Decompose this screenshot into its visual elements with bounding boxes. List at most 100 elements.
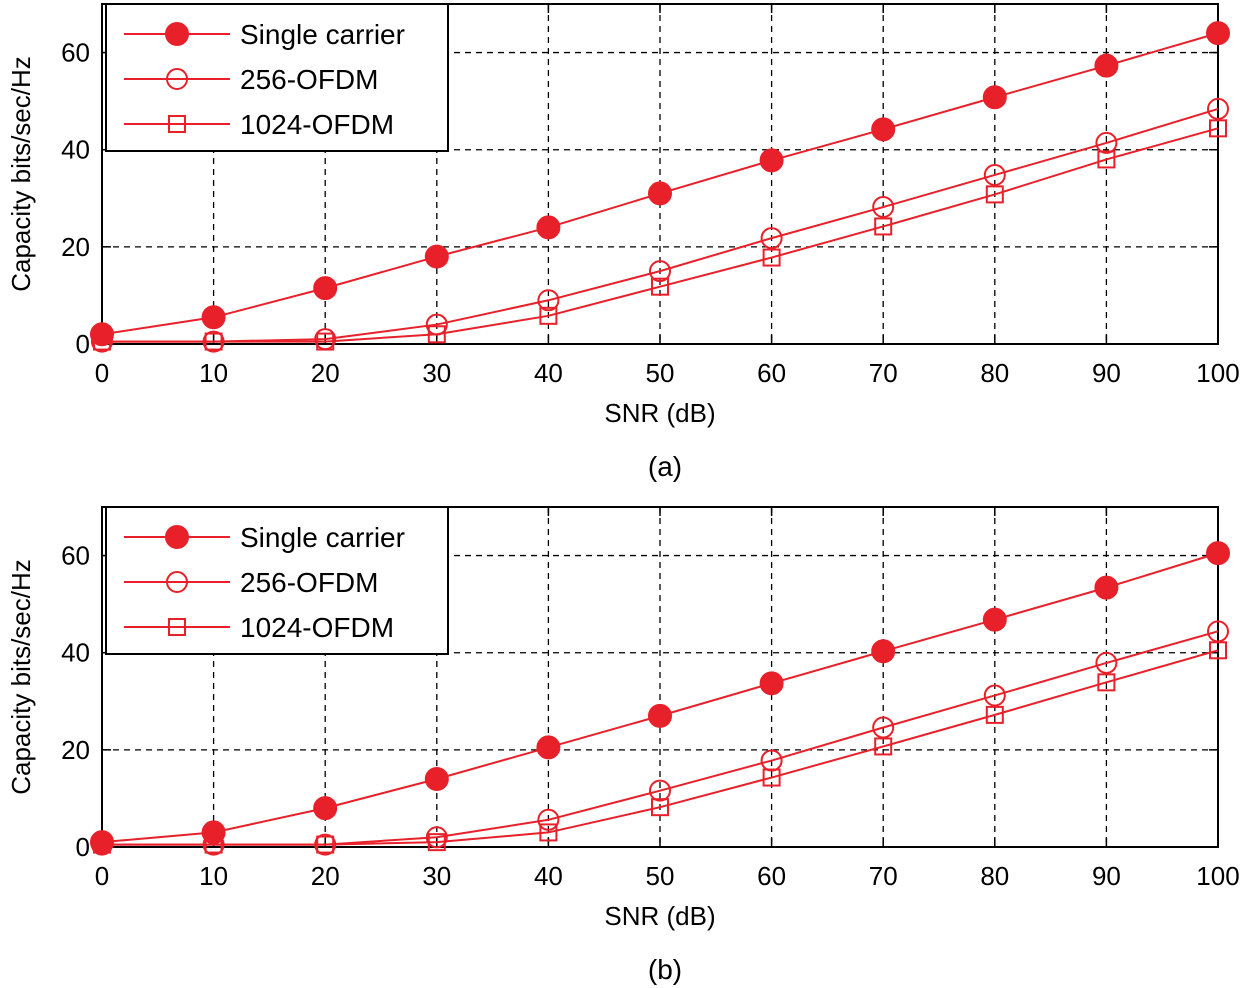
x-tick-label: 90 [1092, 358, 1121, 388]
legend-box [105, 506, 449, 655]
legend-marker-open-square [168, 115, 186, 133]
data-point-open-square [651, 277, 669, 296]
data-point-open-square [427, 325, 446, 344]
data-point-filled-circle [1206, 541, 1230, 566]
data-point-open-square [93, 835, 111, 854]
data-point-filled-circle [759, 148, 784, 173]
data-point-open-square [985, 185, 1004, 204]
data-point-open-square [1097, 673, 1116, 692]
data-point-open-square [1209, 641, 1227, 660]
chart-panel-b: 0 10 20 30 40 50 60 70 80 90 100 0 20 40 60 SNR (dB) Cap… [6, 506, 1240, 985]
data-point-open-circle [1095, 131, 1118, 154]
data-point-filled-circle [313, 276, 338, 301]
x-tick-label: 80 [980, 861, 1009, 891]
data-point-filled-circle [982, 607, 1007, 632]
legend-marker-open-circle [166, 68, 188, 90]
data-point-open-circle [425, 826, 448, 849]
x-tick-label: 100 [1196, 861, 1239, 891]
y-tick-label: 20 [61, 735, 90, 765]
x-tick-label: 50 [646, 358, 675, 388]
data-point-filled-circle [1206, 21, 1230, 46]
data-point-open-square [427, 833, 446, 852]
data-point-open-square [539, 306, 558, 325]
x-tick-label: 0 [95, 358, 109, 388]
data-point-open-square [204, 332, 223, 351]
y-tick-label: 0 [76, 329, 90, 359]
x-tick-label: 60 [757, 358, 786, 388]
data-point-filled-circle [648, 181, 672, 206]
legend-label: 1024-OFDM [240, 109, 394, 140]
data-point-filled-circle [201, 305, 226, 330]
y-tick-label: 20 [61, 232, 90, 262]
x-tick-label: 30 [422, 358, 451, 388]
data-point-open-circle [1095, 651, 1118, 674]
data-point-filled-circle [536, 735, 561, 760]
x-tick-label: 10 [199, 358, 228, 388]
data-point-open-square [762, 768, 781, 787]
x-axis-label: SNR (dB) [604, 398, 715, 428]
y-tick-label: 40 [61, 638, 90, 668]
legend-label: 1024-OFDM [240, 612, 394, 643]
x-tick-label: 70 [869, 861, 898, 891]
y-tick-label: 60 [61, 38, 90, 68]
legend-label: Single carrier [240, 522, 405, 553]
data-point-open-circle [760, 227, 783, 250]
x-tick-label: 30 [422, 861, 451, 891]
data-point-filled-circle [313, 796, 338, 821]
data-point-open-square [1097, 150, 1116, 169]
data-point-open-square [651, 798, 669, 817]
x-tick-label: 80 [980, 358, 1009, 388]
data-point-filled-circle [424, 244, 449, 269]
data-point-filled-circle [1094, 53, 1119, 78]
data-point-open-circle [537, 289, 560, 312]
data-point-filled-circle [1094, 575, 1119, 600]
data-point-open-circle [983, 684, 1006, 707]
legend-box [105, 3, 449, 152]
chart-panel-a: 0 10 20 30 40 50 60 70 80 90 100 0 20 40 60 SNR (dB) Cap… [6, 3, 1240, 482]
data-point-filled-circle [424, 767, 449, 791]
data-point-open-circle [983, 163, 1006, 186]
data-point-open-square [1209, 119, 1227, 138]
x-tick-label: 70 [869, 358, 898, 388]
data-point-open-square [204, 835, 223, 854]
legend-marker-filled-circle [165, 22, 189, 46]
data-point-open-square [93, 332, 111, 351]
panel-caption: (b) [648, 954, 682, 985]
data-point-open-square [316, 835, 335, 854]
legend-label: Single carrier [240, 19, 405, 50]
data-point-filled-circle [871, 639, 896, 664]
legend-marker-open-circle [166, 571, 188, 593]
x-tick-label: 20 [311, 358, 340, 388]
data-point-filled-circle [201, 820, 226, 845]
data-point-filled-circle [982, 85, 1007, 110]
data-point-open-square [985, 705, 1004, 724]
legend-marker-filled-circle [165, 525, 189, 549]
x-tick-label: 40 [534, 861, 563, 891]
data-point-open-square [762, 248, 781, 267]
y-axis-label: Capacity bits/sec/Hz [6, 56, 36, 292]
data-point-open-square [316, 332, 335, 351]
x-tick-label: 90 [1092, 861, 1121, 891]
data-point-filled-circle [648, 703, 672, 728]
y-tick-label: 40 [61, 135, 90, 165]
data-point-open-square [874, 217, 893, 236]
y-axis-label: Capacity bits/sec/Hz [6, 559, 36, 795]
x-tick-label: 20 [311, 861, 340, 891]
x-tick-label: 100 [1196, 358, 1239, 388]
x-tick-label: 60 [757, 861, 786, 891]
x-axis-label: SNR (dB) [604, 901, 715, 931]
data-point-filled-circle [871, 117, 896, 142]
series-line-open-circle [102, 107, 1219, 343]
panel-caption: (a) [648, 451, 682, 482]
data-point-open-square [874, 737, 893, 756]
x-tick-label: 50 [646, 861, 675, 891]
legend-label: 256-OFDM [240, 64, 378, 95]
data-point-filled-circle [759, 671, 784, 696]
series-line-open-square [102, 127, 1219, 343]
legend-marker-open-square [168, 618, 186, 636]
data-point-open-circle [1207, 97, 1229, 120]
y-tick-label: 60 [61, 541, 90, 571]
data-point-open-circle [537, 808, 560, 831]
data-point-open-square [539, 823, 558, 842]
